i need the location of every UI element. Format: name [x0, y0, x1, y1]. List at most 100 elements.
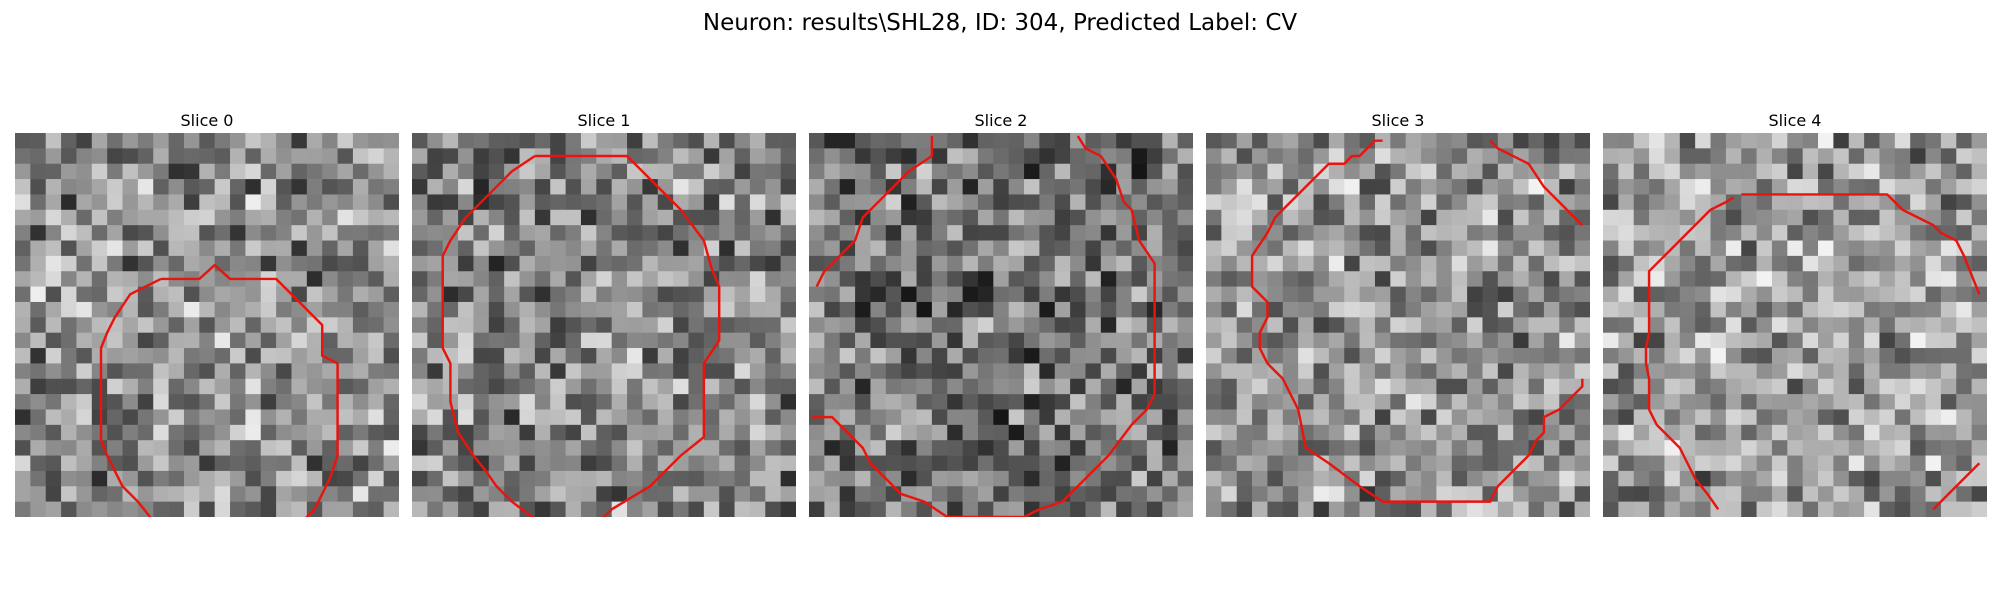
pixel: [91, 409, 108, 426]
pixel: [1787, 133, 1803, 149]
pixel: [642, 486, 659, 502]
pixel: [642, 133, 659, 149]
pixel: [1710, 501, 1727, 517]
pixel: [580, 394, 597, 410]
pixel: [870, 301, 887, 318]
pixel: [839, 440, 856, 456]
pixel: [322, 225, 338, 241]
pixel: [565, 194, 582, 211]
pixel: [276, 271, 292, 287]
pixel: [1940, 317, 1957, 333]
pixel: [291, 409, 308, 426]
pixel: [719, 194, 735, 211]
pixel: [1787, 440, 1803, 456]
pixel: [1664, 363, 1681, 380]
pixel: [565, 378, 582, 395]
pixel: [488, 455, 505, 472]
pixel: [824, 348, 841, 364]
pixel: [183, 286, 200, 303]
pixel: [1725, 301, 1742, 318]
pixel: [1100, 286, 1117, 303]
pixel: [688, 209, 705, 226]
pixel: [824, 148, 841, 165]
pixel: [230, 286, 246, 303]
pixel: [1177, 486, 1193, 502]
pixel: [337, 271, 354, 287]
pixel: [1771, 363, 1788, 380]
pixel: [642, 148, 659, 165]
pixel: [534, 255, 551, 272]
pixel: [276, 409, 292, 426]
pixel: [688, 133, 705, 149]
pixel: [1879, 470, 1896, 487]
pixel: [1482, 440, 1499, 456]
pixel: [1177, 378, 1193, 395]
pixel: [1482, 394, 1499, 410]
pixel: [1451, 286, 1468, 303]
pixel: [947, 440, 963, 456]
pixel: [1467, 194, 1483, 211]
pixel: [230, 363, 246, 380]
pixel: [1008, 455, 1025, 472]
pixel: [1741, 501, 1757, 517]
pixel: [824, 225, 841, 241]
pixel: [1085, 363, 1102, 380]
pixel: [1971, 240, 1987, 257]
pixel: [368, 348, 384, 364]
pixel: [1421, 501, 1437, 517]
pixel: [488, 378, 505, 395]
pixel: [1879, 424, 1896, 441]
pixel: [1848, 301, 1865, 318]
pixel: [931, 194, 948, 211]
pixel: [734, 348, 751, 364]
pixel: [673, 455, 689, 472]
pixel: [1359, 470, 1376, 487]
pixel: [107, 240, 123, 257]
pixel: [488, 240, 505, 257]
pixel: [550, 271, 566, 287]
pixel: [1741, 332, 1757, 349]
pixel: [153, 455, 169, 472]
pixel: [383, 271, 399, 287]
pixel: [1252, 148, 1268, 165]
pixel: [473, 163, 490, 180]
pixel: [183, 501, 200, 517]
pixel: [1848, 455, 1865, 472]
pixel: [260, 240, 277, 257]
pixel: [1879, 486, 1896, 502]
pixel: [901, 348, 917, 364]
pixel: [580, 225, 597, 241]
pixel: [1787, 486, 1803, 502]
pixel: [1131, 317, 1148, 333]
pixel: [1267, 409, 1284, 426]
pixel: [1618, 378, 1635, 395]
slice-image-3: [1206, 133, 1590, 517]
pixel: [1574, 225, 1590, 241]
pixel: [1162, 501, 1178, 517]
pixel: [427, 332, 444, 349]
pixel: [473, 332, 490, 349]
pixel: [1679, 194, 1696, 211]
pixel: [534, 317, 551, 333]
pixel: [1177, 271, 1193, 287]
pixel: [91, 301, 108, 318]
pixel: [1482, 194, 1499, 211]
pixel: [1008, 317, 1025, 333]
pixel: [1085, 470, 1102, 487]
pixel: [1236, 440, 1253, 456]
pixel: [1236, 271, 1253, 287]
pixel: [442, 255, 459, 272]
pixel: [673, 255, 689, 272]
pixel: [1513, 209, 1529, 226]
pixel: [1282, 501, 1299, 517]
pixel: [596, 394, 612, 410]
pixel: [76, 363, 93, 380]
pixel: [1467, 301, 1483, 318]
pixel: [1451, 271, 1468, 287]
pixel: [1543, 486, 1560, 502]
pixel: [412, 440, 428, 456]
pixel: [519, 286, 536, 303]
pixel: [122, 470, 139, 487]
pixel: [765, 301, 781, 318]
pixel: [1802, 209, 1819, 226]
